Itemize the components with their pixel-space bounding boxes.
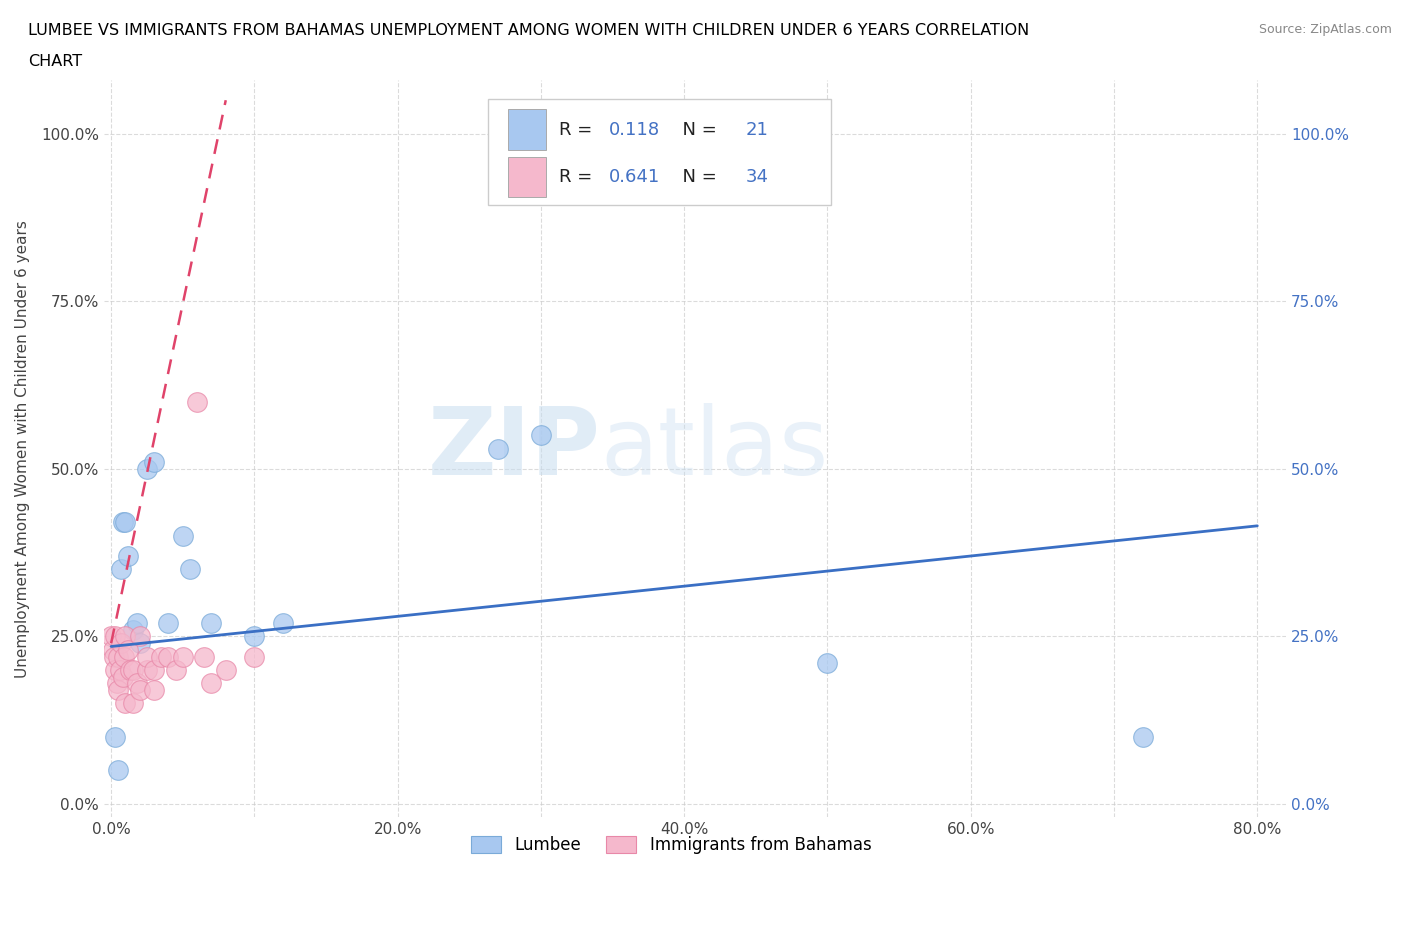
Text: N =: N = (671, 168, 723, 186)
Point (200, 616, 222, 631)
Point (121, 696, 143, 711)
Point (172, 649, 194, 664)
Point (143, 455, 166, 470)
Point (121, 662, 143, 677)
Point (110, 636, 132, 651)
Point (157, 649, 180, 664)
Text: 21: 21 (745, 121, 769, 139)
Point (114, 696, 136, 711)
Point (114, 629, 136, 644)
Point (136, 649, 159, 664)
Text: R =: R = (560, 168, 598, 186)
Point (200, 676, 222, 691)
Point (118, 662, 141, 677)
Point (105, 676, 128, 691)
Point (243, 629, 266, 644)
Text: R =: R = (560, 121, 598, 139)
Point (1132, 729, 1154, 744)
FancyBboxPatch shape (508, 156, 546, 197)
Legend: Lumbee, Immigrants from Bahamas: Lumbee, Immigrants from Bahamas (464, 830, 879, 860)
Point (107, 763, 129, 777)
Point (193, 649, 215, 664)
Point (104, 662, 127, 677)
Point (114, 515, 136, 530)
Point (150, 649, 173, 664)
Text: Source: ZipAtlas.com: Source: ZipAtlas.com (1258, 23, 1392, 36)
Point (111, 515, 134, 530)
Point (125, 676, 148, 691)
Text: 0.118: 0.118 (609, 121, 659, 139)
FancyBboxPatch shape (508, 110, 546, 150)
Point (179, 562, 201, 577)
Point (117, 643, 139, 658)
Point (117, 549, 139, 564)
Point (110, 562, 132, 577)
Point (157, 616, 180, 631)
Point (103, 649, 125, 664)
Point (104, 729, 127, 744)
Point (143, 683, 166, 698)
Point (817, 656, 839, 671)
Point (165, 662, 187, 677)
Point (100, 629, 122, 644)
Point (215, 662, 238, 677)
Point (112, 649, 135, 664)
Text: 34: 34 (745, 168, 769, 186)
Point (136, 662, 159, 677)
Point (486, 442, 509, 457)
Text: CHART: CHART (28, 54, 82, 69)
Point (186, 394, 208, 409)
Point (104, 629, 127, 644)
Point (243, 649, 266, 664)
Point (121, 622, 143, 637)
Point (128, 683, 150, 698)
Point (111, 670, 134, 684)
Text: LUMBEE VS IMMIGRANTS FROM BAHAMAS UNEMPLOYMENT AMONG WOMEN WITH CHILDREN UNDER 6: LUMBEE VS IMMIGRANTS FROM BAHAMAS UNEMPL… (28, 23, 1029, 38)
Point (108, 662, 131, 677)
Point (128, 629, 150, 644)
Text: 0.641: 0.641 (609, 168, 659, 186)
Point (107, 649, 129, 664)
Point (143, 662, 166, 677)
Point (101, 643, 124, 658)
Text: ZIP: ZIP (427, 403, 600, 495)
FancyBboxPatch shape (488, 99, 831, 206)
Point (271, 616, 294, 631)
Point (107, 683, 129, 698)
Text: atlas: atlas (600, 403, 828, 495)
Point (172, 528, 194, 543)
Y-axis label: Unemployment Among Women with Children Under 6 years: Unemployment Among Women with Children U… (15, 219, 30, 678)
Point (530, 428, 553, 443)
Text: N =: N = (671, 121, 723, 139)
Point (125, 616, 148, 631)
Point (128, 636, 150, 651)
Point (136, 461, 159, 476)
